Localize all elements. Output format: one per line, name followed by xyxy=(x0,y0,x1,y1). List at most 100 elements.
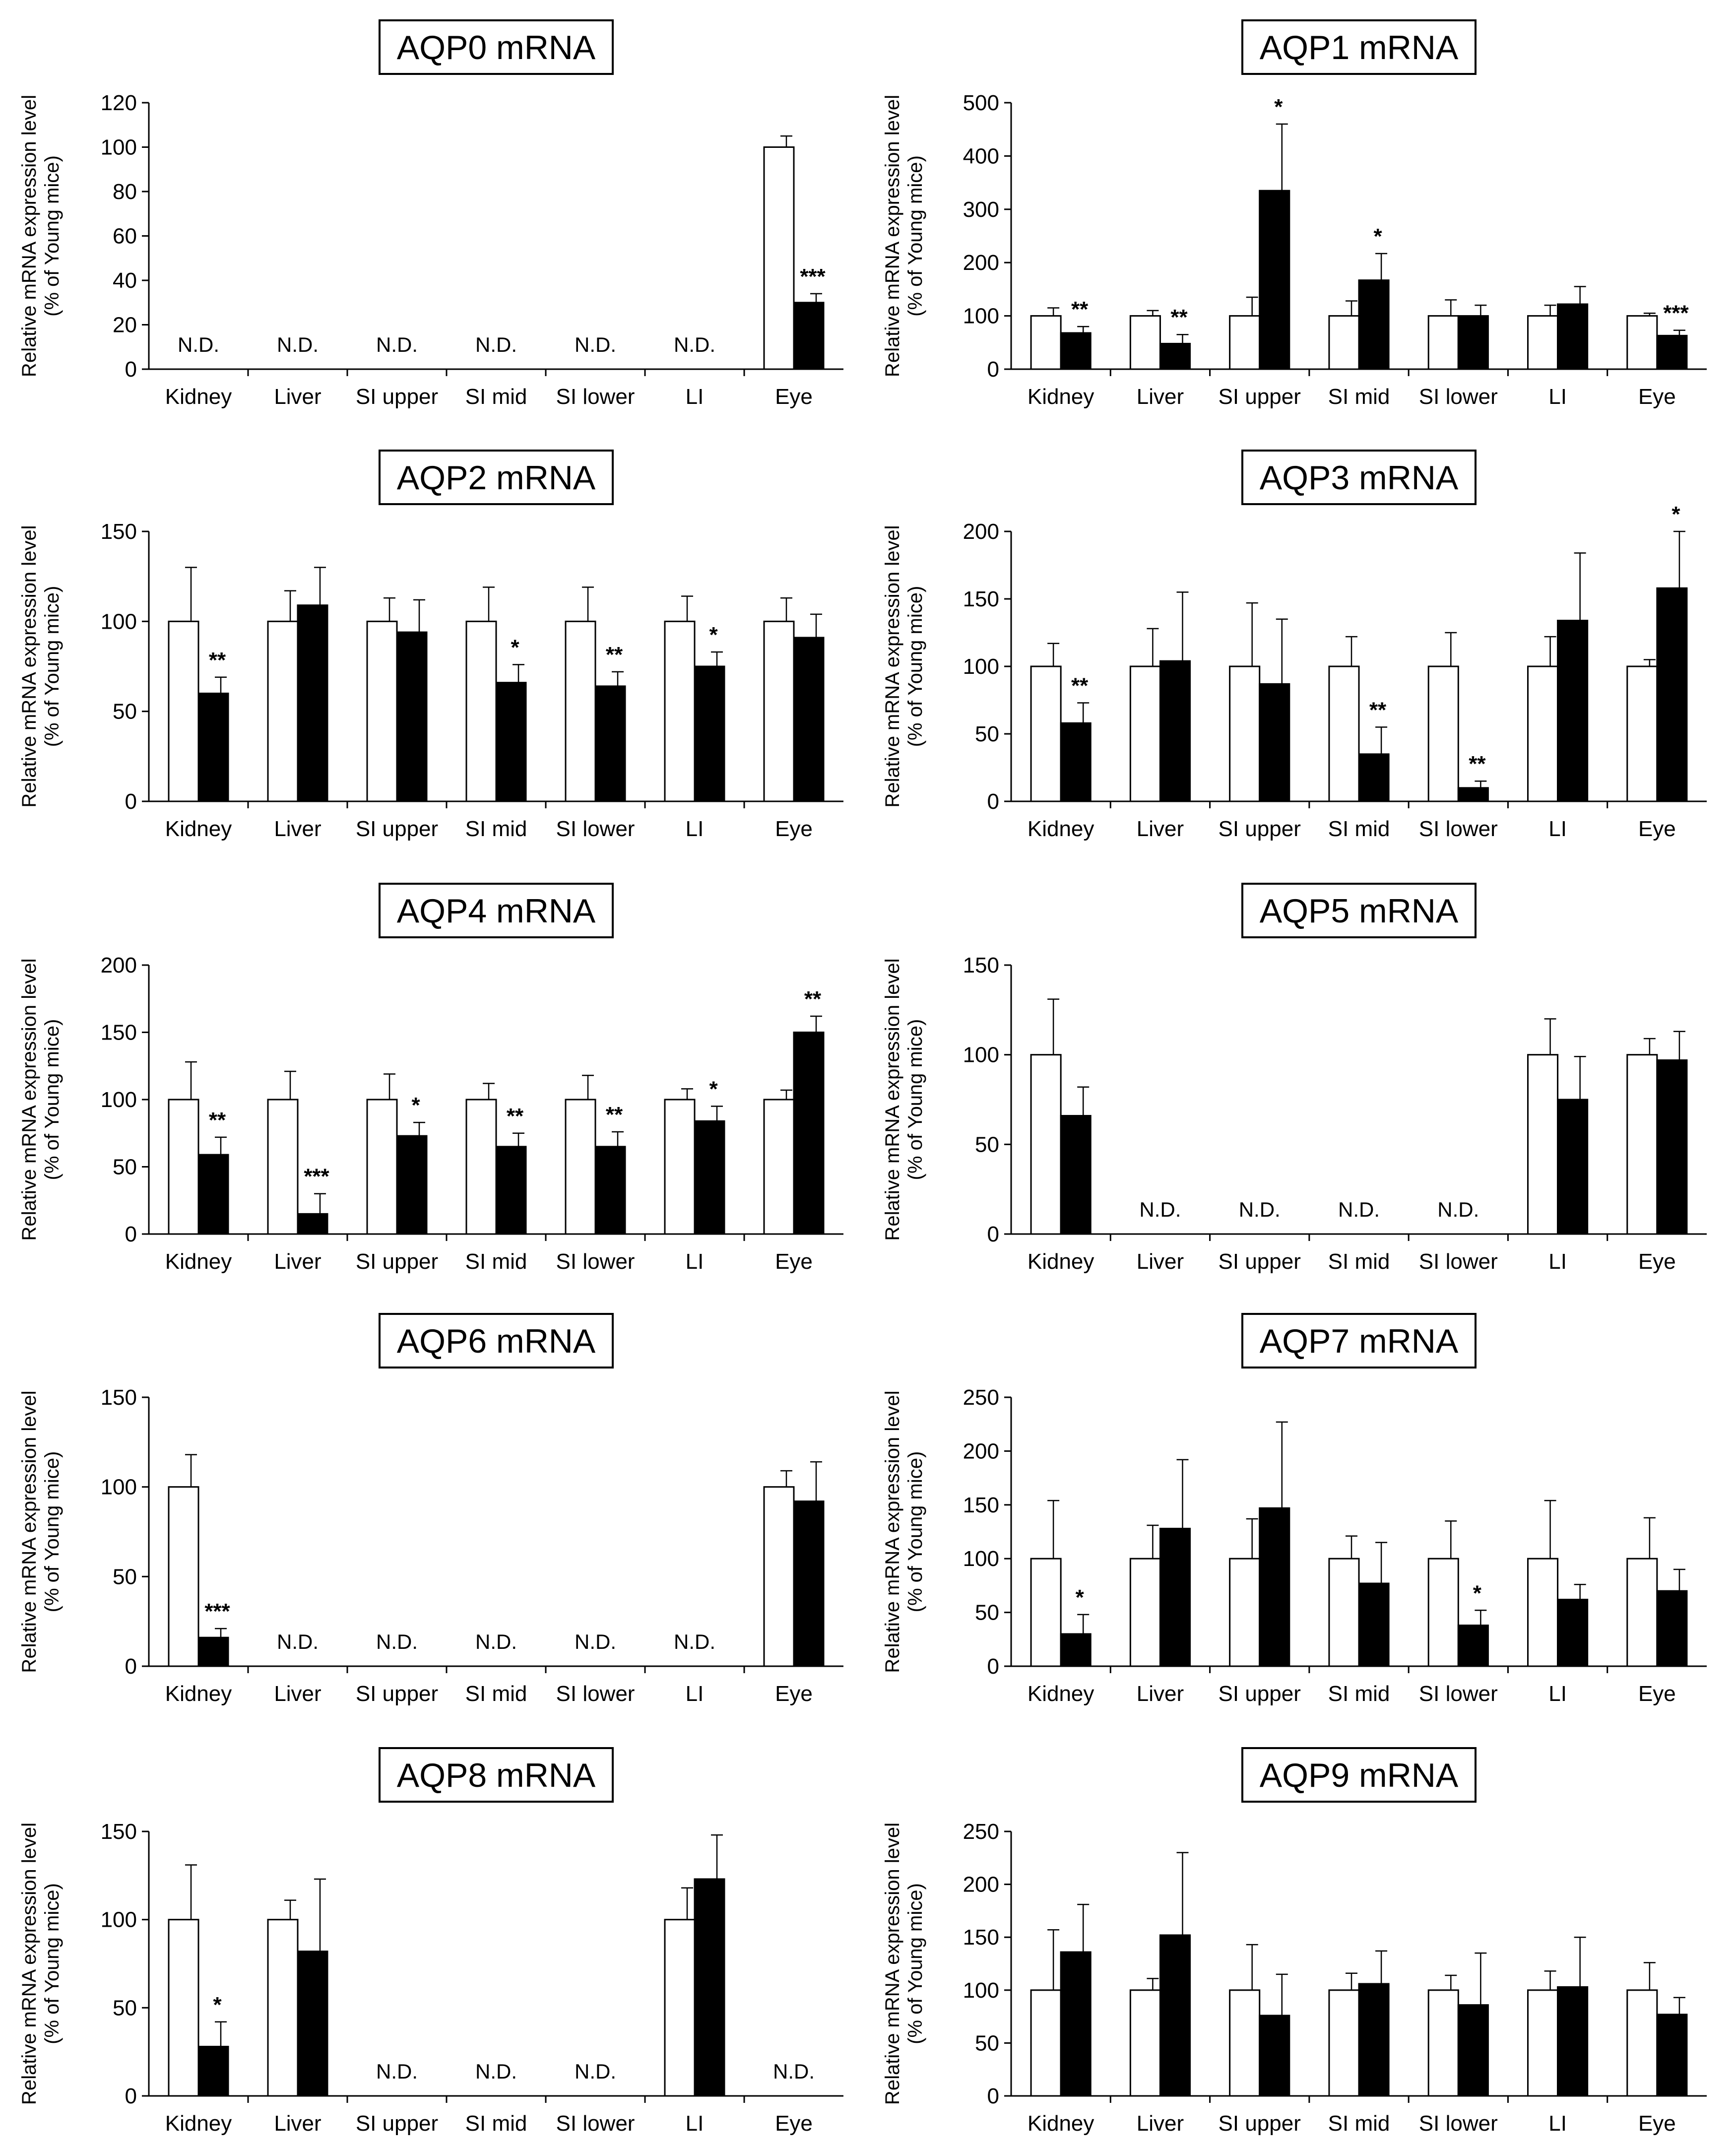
y-axis-label-line1: Relative mRNA expression level xyxy=(18,1390,40,1673)
bar-young xyxy=(1229,665,1261,802)
x-tick-label: SI mid xyxy=(1328,1249,1390,1274)
x-tick-label: SI lower xyxy=(556,385,635,409)
chart-title: AQP9 mRNA xyxy=(1260,1757,1459,1794)
bar-aged xyxy=(1159,660,1191,802)
y-axis-label: Relative mRNA expression level(% of Youn… xyxy=(18,1823,63,2105)
bar-young xyxy=(1527,1054,1559,1235)
x-tick-label: SI lower xyxy=(556,817,635,841)
bar-young xyxy=(1328,1989,1360,2097)
chart-title-box xyxy=(379,1747,614,1803)
bar-young xyxy=(168,1919,199,2097)
bar-young xyxy=(763,620,795,802)
y-axis-label-line1: Relative mRNA expression level xyxy=(882,95,903,377)
x-tick-label: SI mid xyxy=(465,817,527,841)
not-detected-label: N.D. xyxy=(376,333,418,356)
bar-aged xyxy=(197,2046,229,2097)
chart-panel-aqp8: AQP8 mRNA Relative mRNA expression level(… xyxy=(18,1747,843,2136)
bar-young xyxy=(267,1099,299,1235)
bar-young xyxy=(168,1486,199,1667)
bar-aged xyxy=(1557,1986,1589,2097)
x-tick-label: Liver xyxy=(1137,817,1184,841)
y-tick-label: 40 xyxy=(113,268,137,293)
x-tick-label: SI lower xyxy=(1419,1249,1498,1274)
significance-marker: ** xyxy=(1469,752,1486,776)
x-tick-label: Eye xyxy=(1638,817,1676,841)
bar-aged xyxy=(1259,1507,1290,1667)
x-tick-label: LI xyxy=(686,1249,704,1274)
chart-panel-aqp2: AQP2 mRNA Relative mRNA expression level(… xyxy=(18,450,843,841)
not-detected-label: N.D. xyxy=(277,1630,319,1653)
bar-young xyxy=(565,1099,596,1235)
bar-aged xyxy=(694,1120,725,1235)
bar-aged xyxy=(594,685,626,802)
bar-aged xyxy=(197,1636,229,1667)
y-axis-label-line1: Relative mRNA expression level xyxy=(882,1823,903,2105)
x-tick-label: Eye xyxy=(775,385,813,409)
bar-young xyxy=(1626,1054,1658,1235)
x-tick-label: Eye xyxy=(1638,385,1676,409)
bar-young xyxy=(1030,315,1062,370)
x-tick-label: SI lower xyxy=(556,2111,635,2136)
y-tick-label: 100 xyxy=(101,1475,137,1499)
x-tick-label: SI upper xyxy=(356,1682,438,1706)
y-tick-label: 100 xyxy=(101,1908,137,1932)
y-tick-label: 0 xyxy=(125,1222,137,1246)
x-tick-label: Kidney xyxy=(1028,385,1094,409)
x-tick-label: SI mid xyxy=(465,2111,527,2136)
y-axis-label: Relative mRNA expression level(% of Youn… xyxy=(18,95,63,377)
chart-title-box xyxy=(1241,883,1477,938)
not-detected-label: N.D. xyxy=(475,333,517,356)
bar-aged xyxy=(694,1878,725,2097)
not-detected-label: N.D. xyxy=(376,1630,418,1653)
y-tick-label: 80 xyxy=(113,180,137,204)
not-detected-label: N.D. xyxy=(1239,1198,1281,1221)
y-tick-label: 0 xyxy=(125,2084,137,2108)
bar-young xyxy=(267,620,299,802)
bar-young xyxy=(1626,665,1658,802)
chart-title: AQP3 mRNA xyxy=(1260,459,1459,497)
y-axis-label: Relative mRNA expression level(% of Youn… xyxy=(882,958,926,1240)
chart-title: AQP0 mRNA xyxy=(397,29,596,66)
bar-aged xyxy=(1656,1590,1688,1667)
significance-marker: ** xyxy=(606,1103,623,1127)
chart-title-box xyxy=(379,883,614,938)
not-detected-label: N.D. xyxy=(674,1630,715,1653)
bar-young xyxy=(1328,1558,1360,1667)
x-tick-label: LI xyxy=(1548,385,1567,409)
y-tick-label: 200 xyxy=(963,251,999,275)
y-tick-label: 200 xyxy=(963,1439,999,1463)
x-tick-label: Kidney xyxy=(1028,2111,1094,2136)
chart-title-box xyxy=(1241,1747,1477,1803)
y-axis-label-line2: (% of Young mice) xyxy=(904,1883,926,2044)
y-axis-label-line1: Relative mRNA expression level xyxy=(18,525,40,807)
chart-title: AQP1 mRNA xyxy=(1260,29,1459,66)
y-tick-label: 50 xyxy=(113,1996,137,2020)
bar-young xyxy=(1328,315,1360,370)
x-tick-label: SI lower xyxy=(1419,1682,1498,1706)
bar-young xyxy=(1030,1989,1062,2097)
y-tick-label: 200 xyxy=(963,520,999,544)
x-tick-label: Liver xyxy=(274,1249,321,1274)
bar-young xyxy=(267,1919,299,2097)
chart-title: AQP7 mRNA xyxy=(1260,1322,1459,1360)
bar-aged xyxy=(1259,2015,1290,2097)
bar-young xyxy=(465,620,497,802)
bar-aged xyxy=(1656,587,1688,802)
chart-title-box xyxy=(1241,1313,1477,1368)
bar-aged xyxy=(1557,620,1589,802)
x-tick-label: Liver xyxy=(1137,1682,1184,1706)
not-detected-label: N.D. xyxy=(1437,1198,1479,1221)
chart-title: AQP2 mRNA xyxy=(397,459,596,497)
y-tick-label: 60 xyxy=(113,224,137,249)
x-tick-label: SI mid xyxy=(465,385,527,409)
bar-aged xyxy=(1656,334,1688,370)
y-tick-label: 150 xyxy=(963,1925,999,1950)
bar-aged xyxy=(594,1146,626,1235)
chart-panel-aqp6: AQP6 mRNA Relative mRNA expression level(… xyxy=(18,1313,843,1706)
x-tick-label: SI mid xyxy=(465,1249,527,1274)
y-tick-label: 50 xyxy=(975,1601,999,1625)
bar-young xyxy=(168,1099,199,1235)
significance-marker: ** xyxy=(209,648,226,672)
bar-young xyxy=(763,1099,795,1235)
